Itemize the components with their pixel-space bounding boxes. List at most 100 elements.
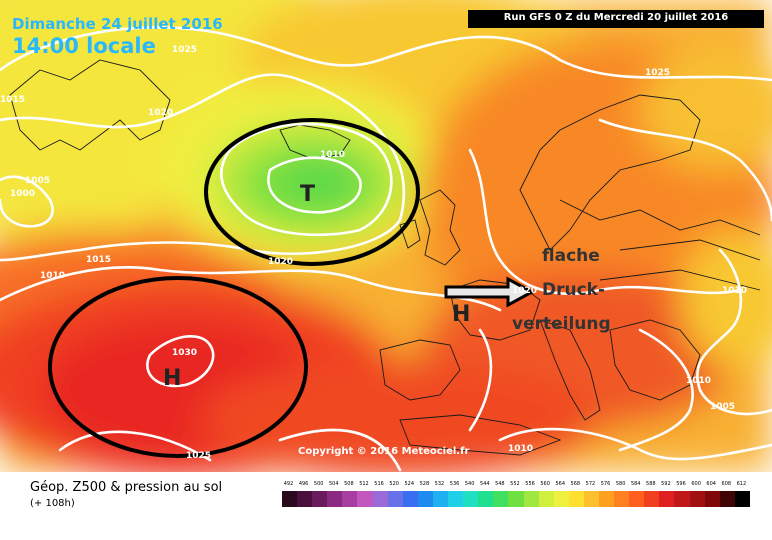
- scale-label: 548: [495, 481, 505, 487]
- scale-label: 568: [570, 481, 581, 487]
- isobar-label: 1010: [40, 271, 66, 281]
- scale-label: 516: [374, 481, 384, 487]
- scale-labels: 492 496 500 504 508 512 516 520 524 528 532 536 540 5…: [282, 481, 750, 491]
- isobar-label: 1005: [710, 402, 736, 412]
- scale-swatch: [342, 491, 358, 507]
- pressure-systems-rings: [48, 118, 420, 458]
- isobar-label: 1015: [0, 95, 26, 105]
- isobar-label: 1010: [686, 376, 712, 386]
- scale-label: 588: [646, 481, 656, 487]
- scale-swatch: [448, 491, 464, 507]
- scale-label: 496: [298, 481, 309, 487]
- isobar-label: 1025: [186, 451, 212, 461]
- scale-label: 544: [479, 481, 490, 487]
- scale-label: 572: [585, 481, 596, 487]
- scale-label: 512: [359, 481, 369, 487]
- scale-label: 528: [419, 481, 430, 487]
- scale-swatch: [508, 491, 524, 507]
- scale-swatch: [583, 491, 599, 507]
- isobar-label: 1015: [86, 255, 112, 265]
- scale-label: 500: [313, 481, 324, 487]
- scale-label: 492: [283, 481, 294, 487]
- scale-label: 592: [661, 481, 671, 487]
- low-pressure-ring: [204, 118, 420, 266]
- scale-label: 508: [344, 481, 354, 487]
- run-info-text: Run GFS 0 Z du Mercredi 20 juillet 2016: [503, 12, 729, 23]
- scale-swatch: [327, 491, 343, 507]
- isobar-label: 1020: [148, 108, 174, 118]
- scale-swatch: [614, 491, 630, 507]
- scale-label: 532: [434, 481, 445, 487]
- scale-label: 540: [464, 481, 475, 487]
- scale-label: 552: [510, 481, 520, 487]
- arrow-icon: [444, 276, 536, 308]
- scale-label: 584: [630, 481, 641, 487]
- scale-swatch: [387, 491, 403, 507]
- scale-swatch: [312, 491, 328, 507]
- scale-label: 504: [329, 481, 339, 487]
- run-info-box: Run GFS 0 Z du Mercredi 20 juillet 2016: [468, 10, 764, 28]
- isobar-label: 1010: [320, 150, 346, 160]
- color-scale: [282, 491, 750, 507]
- scale-label: 596: [676, 481, 686, 487]
- scale-label: 536: [449, 481, 460, 487]
- map-canvas: [0, 0, 772, 472]
- scale-label: 612: [736, 481, 747, 487]
- annotation-line1: flache: [542, 246, 600, 266]
- isobar-label: 1000: [10, 189, 36, 199]
- scale-swatch: [629, 491, 645, 507]
- scale-label: 608: [721, 481, 732, 487]
- legend-title: Géop. Z500 & pression au sol: [30, 480, 223, 495]
- scale-swatch: [644, 491, 660, 507]
- isobar-label: 1010: [722, 286, 748, 296]
- copyright: Copyright © 2016 Meteociel.fr: [298, 446, 470, 457]
- isobar-label: 1030: [172, 348, 198, 358]
- scale-swatch: [598, 491, 615, 507]
- scale-swatch: [568, 491, 584, 507]
- scale-swatch: [478, 491, 494, 507]
- isobar-lines: [0, 26, 772, 472]
- scale-swatch: [297, 491, 313, 507]
- scale-label: 600: [691, 481, 701, 487]
- coastlines: [9, 59, 761, 456]
- isobar-label: 1020: [512, 286, 538, 296]
- annotation-line3: verteilung: [512, 314, 611, 334]
- scale-label: 576: [600, 481, 611, 487]
- scale-swatch: [719, 491, 735, 507]
- isobar-label: 1010: [508, 444, 534, 454]
- high-pressure-label-france: H: [452, 302, 471, 327]
- annotation-line2: Druck-: [542, 280, 606, 300]
- scale-swatch: [432, 491, 449, 507]
- isobar-label: 1025: [172, 45, 198, 55]
- scale-swatch: [734, 491, 750, 507]
- scale-swatch: [357, 491, 373, 507]
- scale-swatch: [402, 491, 418, 507]
- scale-label: 520: [389, 481, 399, 487]
- isobar-label: 1020: [268, 257, 294, 267]
- forecast-date: Dimanche 24 juillet 2016: [12, 15, 223, 33]
- forecast-time: 14:00 locale: [12, 34, 156, 58]
- scale-swatch: [659, 491, 675, 507]
- scale-swatch: [538, 491, 554, 507]
- isobar-label: 1005: [25, 176, 51, 186]
- high-pressure-ring: [48, 276, 308, 458]
- scale-swatch: [372, 491, 388, 507]
- scale-swatch: [523, 491, 539, 507]
- scale-label: 560: [540, 481, 550, 487]
- isobar-label: 1025: [645, 68, 671, 78]
- scale-swatch: [493, 491, 509, 507]
- scale-label: 556: [525, 481, 535, 487]
- weather-map: Dimanche 24 juillet 2016 14:00 locale Ru…: [0, 0, 772, 472]
- high-pressure-label: H: [163, 366, 182, 391]
- low-pressure-label: T: [300, 182, 316, 207]
- scale-swatch: [674, 491, 690, 507]
- scale-label: 524: [404, 481, 415, 487]
- scale-label: 580: [615, 481, 626, 487]
- scale-swatch: [417, 491, 433, 507]
- scale-swatch: [704, 491, 720, 507]
- scale-label: 604: [706, 481, 716, 487]
- scale-swatch: [553, 491, 569, 507]
- scale-label: 564: [555, 481, 565, 487]
- scale-swatch: [689, 491, 705, 507]
- legend-subtitle: (+ 108h): [30, 498, 75, 509]
